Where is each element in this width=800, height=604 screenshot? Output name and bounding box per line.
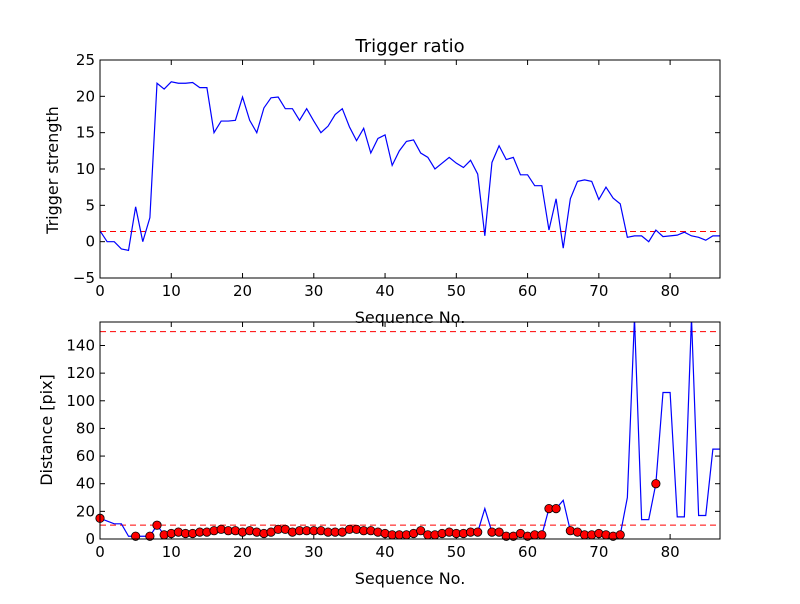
top-xtick-label: 10 xyxy=(162,282,181,300)
top-xtick-label: 80 xyxy=(661,282,680,300)
trigger-point-marker xyxy=(494,527,504,537)
bottom-ytick-label: 80 xyxy=(76,419,95,437)
top-ytick-label: −5 xyxy=(73,269,95,287)
top-series xyxy=(100,81,720,252)
top-axes-frame xyxy=(99,59,721,279)
top-xtick-label: 60 xyxy=(518,282,537,300)
top-xtick-label: 0 xyxy=(95,282,105,300)
bottom-ytick-label: 140 xyxy=(66,336,95,354)
trigger-point-marker xyxy=(537,530,547,540)
trigger-point-marker xyxy=(145,531,155,541)
top-ytick-label: 20 xyxy=(76,87,95,105)
bottom-xtick-label: 40 xyxy=(376,543,395,561)
chart-title: Trigger ratio xyxy=(354,36,464,57)
top-ytick-label: 15 xyxy=(76,124,95,142)
bottom-axes-frame xyxy=(99,321,721,540)
bottom-ytick-label: 20 xyxy=(76,502,95,520)
trigger-point-marker xyxy=(131,531,141,541)
bottom-ytick-label: 120 xyxy=(66,364,95,382)
bottom-xtick-label: 60 xyxy=(518,543,537,561)
trigger-point-marker xyxy=(416,526,426,536)
bottom-ytick-label: 60 xyxy=(76,447,95,465)
bottom-threshold-lines xyxy=(100,331,720,526)
bottom-xtick-label: 70 xyxy=(589,543,608,561)
top-xtick-label: 20 xyxy=(233,282,252,300)
trigger-point-marker xyxy=(615,530,625,540)
top-xlabel: Sequence No. xyxy=(355,308,466,327)
bottom-xtick-label: 50 xyxy=(447,543,466,561)
bottom-xtick-label: 80 xyxy=(661,543,680,561)
top-ytick-label: 25 xyxy=(76,51,95,69)
top-xtick-label: 50 xyxy=(447,282,466,300)
trigger-point-marker xyxy=(473,527,483,537)
top-ytick-label: 5 xyxy=(85,196,95,214)
top-ylabel: Trigger strength xyxy=(43,106,62,235)
top-series-line xyxy=(100,81,720,252)
bottom-series xyxy=(95,322,720,541)
distance-panel: Distance [pix] Sequence No. 0 10 20 30 40 50 6… xyxy=(37,321,721,588)
bottom-xtick-label: 30 xyxy=(304,543,323,561)
trigger-point-marker xyxy=(152,520,162,530)
top-xtick-label: 40 xyxy=(376,282,395,300)
top-ytick-label: 0 xyxy=(85,233,95,251)
bottom-ylabel: Distance [pix] xyxy=(37,374,56,486)
bottom-xtick-label: 0 xyxy=(95,543,105,561)
bottom-ticks: 0 10 20 30 40 50 60 70 80 0 20 40 60 80 100 120 140 xyxy=(66,322,720,561)
top-xtick-label: 30 xyxy=(304,282,323,300)
bottom-xtick-label: 10 xyxy=(162,543,181,561)
bottom-ytick-label: 0 xyxy=(85,530,95,548)
trigger-point-marker xyxy=(551,503,561,514)
bottom-ytick-label: 40 xyxy=(76,475,95,493)
bottom-xtick-label: 20 xyxy=(233,543,252,561)
trigger-point-marker xyxy=(651,479,661,489)
top-xtick-label: 70 xyxy=(589,282,608,300)
top-ytick-label: 10 xyxy=(76,160,95,178)
bottom-xlabel: Sequence No. xyxy=(355,569,466,588)
bottom-ytick-label: 100 xyxy=(66,392,95,410)
